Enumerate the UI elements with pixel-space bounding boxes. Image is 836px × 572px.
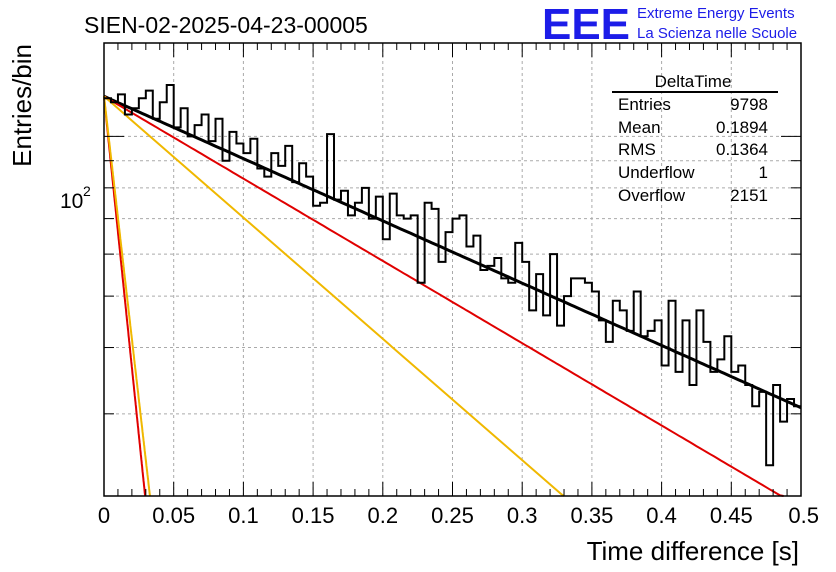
stats-value-rms: 0.1364 bbox=[716, 140, 768, 159]
x-tick-label: 0.25 bbox=[431, 503, 474, 528]
eee-logo-text: EEE bbox=[542, 0, 630, 49]
fit-curves bbox=[103, 94, 802, 497]
fit-curve-total bbox=[103, 94, 802, 410]
org-line-2: La Scienza nelle Scuole bbox=[637, 25, 797, 42]
y-tick-label-exponent: 2 bbox=[83, 183, 91, 199]
stats-label-mean: Mean bbox=[618, 118, 661, 137]
fit-curve-yellow_fast bbox=[103, 96, 152, 497]
stats-value-underflow: 1 bbox=[759, 163, 768, 182]
x-tick-labels: 0 0.05 0.1 0.15 0.2 0.25 0.3 0.35 0.4 0.45 0.5 bbox=[98, 503, 819, 528]
x-tick-label: 0.2 bbox=[368, 503, 399, 528]
fit-curve-red_slow bbox=[103, 95, 784, 497]
x-tick-label: 0.05 bbox=[152, 503, 195, 528]
fit-curve-yellow_medium bbox=[103, 95, 565, 497]
axis-ticks bbox=[103, 43, 802, 496]
stats-box: DeltaTime Entries 9798 Mean 0.1894 RMS 0… bbox=[612, 72, 778, 205]
x-tick-label: 0.4 bbox=[646, 503, 677, 528]
y-tick-label-base: 10 bbox=[60, 190, 83, 213]
x-tick-label: 0.45 bbox=[710, 503, 753, 528]
x-tick-label: 0.3 bbox=[507, 503, 538, 528]
x-tick-label: 0.1 bbox=[228, 503, 259, 528]
y-axis-label: Entries/bin bbox=[7, 44, 37, 167]
x-tick-label: 0 bbox=[98, 503, 110, 528]
x-tick-label: 0.15 bbox=[292, 503, 335, 528]
stats-value-entries: 9798 bbox=[730, 95, 768, 114]
run-title: SIEN-02-2025-04-23-00005 bbox=[84, 12, 368, 38]
stats-value-mean: 0.1894 bbox=[716, 118, 768, 137]
grid bbox=[104, 43, 801, 496]
stats-label-rms: RMS bbox=[618, 140, 656, 159]
histogram bbox=[104, 84, 801, 467]
stats-value-overflow: 2151 bbox=[730, 186, 768, 205]
org-line-1: Extreme Energy Events bbox=[637, 5, 795, 22]
y-tick-label-100: 10 2 bbox=[60, 183, 91, 213]
x-axis-label: Time difference [s] bbox=[587, 536, 799, 566]
stats-label-entries: Entries bbox=[618, 95, 671, 114]
x-tick-label: 0.5 bbox=[788, 503, 819, 528]
stats-label-underflow: Underflow bbox=[618, 163, 695, 182]
x-tick-label: 0.35 bbox=[570, 503, 613, 528]
stats-title: DeltaTime bbox=[655, 72, 732, 91]
stats-label-overflow: Overflow bbox=[618, 186, 686, 205]
